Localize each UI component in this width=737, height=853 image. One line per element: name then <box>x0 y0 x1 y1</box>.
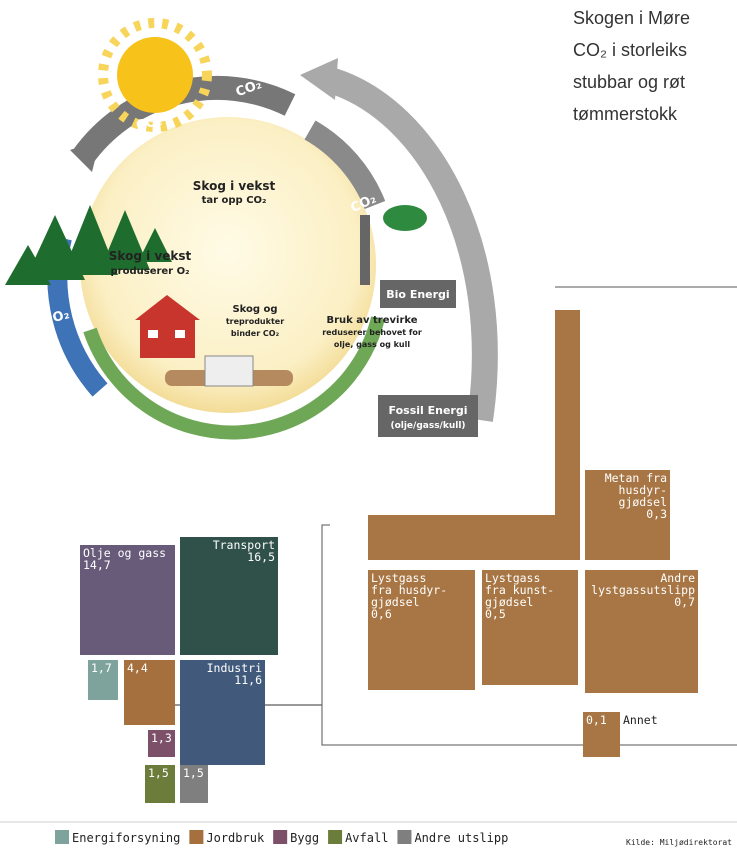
agri-label: gjødsel <box>485 595 533 609</box>
intro-line: stubbar og røt <box>573 72 685 92</box>
cycle-label: Bruk av trevirke <box>326 315 417 326</box>
sector <box>88 660 118 700</box>
legend-label: Energiforsyning <box>72 831 180 845</box>
arrow-label: O₂ <box>51 307 71 326</box>
agri-label: 0,1 <box>586 713 607 727</box>
sector-label: 1,5 <box>183 766 204 780</box>
legend-label: Andre utslipp <box>414 831 508 845</box>
agri <box>368 570 475 690</box>
agri-label: Lystgass <box>485 571 540 585</box>
bio-tree <box>383 205 427 231</box>
agriculture-rest <box>368 310 580 560</box>
cycle-label: produserer O₂ <box>111 266 190 277</box>
bio-label: Bio Energi <box>386 288 449 301</box>
sector-label: 1,5 <box>148 766 169 780</box>
arrow-head <box>300 58 338 100</box>
co2-arc-right <box>304 120 386 210</box>
agri-label: Metan fra <box>605 471 667 485</box>
sun <box>117 37 193 113</box>
chimney <box>360 215 370 285</box>
cycle-label: Skog og <box>232 304 277 315</box>
cycle-label: binder CO₂ <box>231 329 280 338</box>
bracket <box>321 524 737 746</box>
agri-label: husdyr- <box>619 483 667 497</box>
house-roof <box>135 295 200 320</box>
sector-label: Transport <box>213 538 275 552</box>
agri-label: fra kunst- <box>485 583 554 597</box>
bio-box <box>380 280 456 308</box>
sector <box>80 545 175 655</box>
intro-line: tømmerstokk <box>573 104 678 124</box>
sector-label: 1,3 <box>151 731 172 745</box>
intro-line: CO₂ i storleiks <box>573 40 687 60</box>
newspaper <box>204 355 254 387</box>
co2-arc-top <box>325 67 498 422</box>
cycle-label: olje, gass og kull <box>334 340 410 349</box>
legend-label: Jordbruk <box>206 831 265 845</box>
agri-label: Lystgass <box>371 571 426 585</box>
arrow-head <box>70 140 100 172</box>
agri-label: gjødsel <box>371 595 419 609</box>
cycle-label: reduserer behovet for <box>322 328 422 337</box>
agri-label: lystgassutslipp <box>591 583 695 597</box>
sector-label: Olje og gass <box>83 546 166 560</box>
agri-label: 0,6 <box>371 607 392 621</box>
cycle-label: Skog i vekst <box>193 179 276 193</box>
legend-label: Avfall <box>345 831 388 845</box>
sector <box>180 660 265 765</box>
annet-label: Annet <box>623 713 658 727</box>
cycle-label: treprodukter <box>226 317 284 326</box>
agri-label: 0,5 <box>485 607 506 621</box>
cycle-label: tar opp CO₂ <box>202 195 267 206</box>
agri <box>583 712 620 757</box>
sun-rays <box>98 18 212 132</box>
sector-label: 16,5 <box>247 550 275 564</box>
fossil-label: Fossil Energi <box>389 404 468 417</box>
legend-swatch <box>189 830 204 844</box>
legend-swatch <box>397 830 412 844</box>
agri <box>585 470 670 560</box>
agri-label: 0,3 <box>646 507 667 521</box>
intro-line: Skogen i Møre <box>573 8 690 28</box>
legend-swatch <box>273 830 288 844</box>
fossil-box <box>378 395 478 437</box>
sector-label: 4,4 <box>127 661 148 675</box>
agri <box>482 570 578 685</box>
legend-label: Bygg <box>290 831 319 845</box>
agri <box>585 570 698 693</box>
sector-label: Industri <box>207 661 262 675</box>
arrow-label: CO₂ <box>135 114 164 134</box>
sector <box>180 537 278 655</box>
legend-swatch <box>328 830 343 844</box>
sector-label: 14,7 <box>83 558 111 572</box>
green-arc <box>83 316 385 440</box>
sector-label: 1,7 <box>91 661 112 675</box>
sector <box>145 765 175 803</box>
sector <box>124 660 175 725</box>
agri-label: fra husdyr- <box>371 583 447 597</box>
sector <box>148 730 175 757</box>
sector <box>180 765 208 803</box>
source: Kilde: Miljødirektorat <box>626 838 732 847</box>
agri-label: Andre <box>660 571 695 585</box>
trees <box>5 205 172 285</box>
agri-label: 0,7 <box>674 595 695 609</box>
agri-label: gjødsel <box>619 495 667 509</box>
legend-swatch <box>55 830 69 844</box>
fossil-label: (olje/gass/kull) <box>390 421 465 431</box>
sector-label: 11,6 <box>234 673 262 687</box>
cycle-label: Skog i vekst <box>109 249 192 263</box>
